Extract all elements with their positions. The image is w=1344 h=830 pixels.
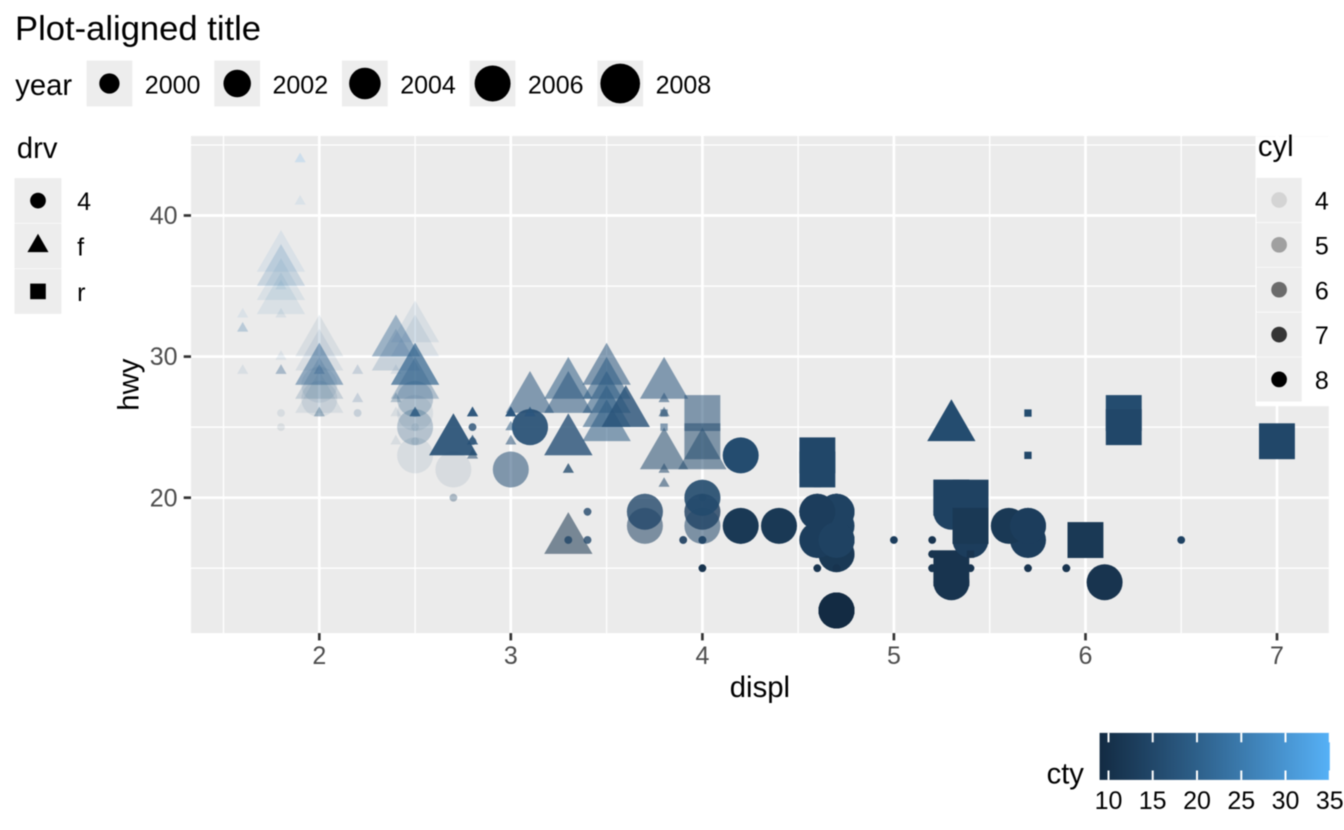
svg-text:2: 2 — [312, 642, 326, 670]
svg-text:2006: 2006 — [528, 72, 584, 100]
svg-text:10: 10 — [1095, 787, 1123, 815]
svg-text:Plot-aligned title: Plot-aligned title — [15, 10, 261, 48]
svg-text:5: 5 — [887, 642, 901, 670]
svg-text:displ: displ — [730, 671, 790, 704]
svg-text:25: 25 — [1227, 787, 1255, 815]
svg-text:f: f — [77, 234, 84, 262]
svg-text:cyl: cyl — [1258, 131, 1294, 163]
svg-text:cty: cty — [1047, 759, 1085, 791]
svg-text:3: 3 — [504, 642, 518, 670]
svg-text:hwy: hwy — [113, 358, 146, 410]
svg-text:7: 7 — [1270, 642, 1284, 670]
svg-text:2002: 2002 — [273, 72, 329, 100]
svg-text:4: 4 — [695, 642, 709, 670]
svg-text:6: 6 — [1079, 642, 1093, 670]
svg-text:4: 4 — [77, 188, 91, 216]
svg-text:20: 20 — [150, 484, 178, 512]
svg-text:8: 8 — [1315, 367, 1329, 395]
svg-text:year: year — [15, 70, 72, 102]
svg-text:40: 40 — [150, 202, 178, 230]
svg-text:30: 30 — [150, 343, 178, 371]
svg-text:20: 20 — [1183, 787, 1211, 815]
svg-text:4: 4 — [1315, 188, 1329, 216]
svg-text:drv: drv — [17, 133, 58, 165]
svg-text:5: 5 — [1315, 232, 1329, 260]
svg-text:2008: 2008 — [656, 72, 712, 100]
svg-text:6: 6 — [1315, 277, 1329, 305]
svg-text:7: 7 — [1315, 322, 1329, 350]
svg-text:2000: 2000 — [145, 72, 201, 100]
svg-text:35: 35 — [1316, 787, 1344, 815]
svg-text:2004: 2004 — [400, 72, 456, 100]
svg-text:30: 30 — [1272, 787, 1300, 815]
svg-text:r: r — [77, 279, 85, 307]
svg-text:15: 15 — [1139, 787, 1167, 815]
